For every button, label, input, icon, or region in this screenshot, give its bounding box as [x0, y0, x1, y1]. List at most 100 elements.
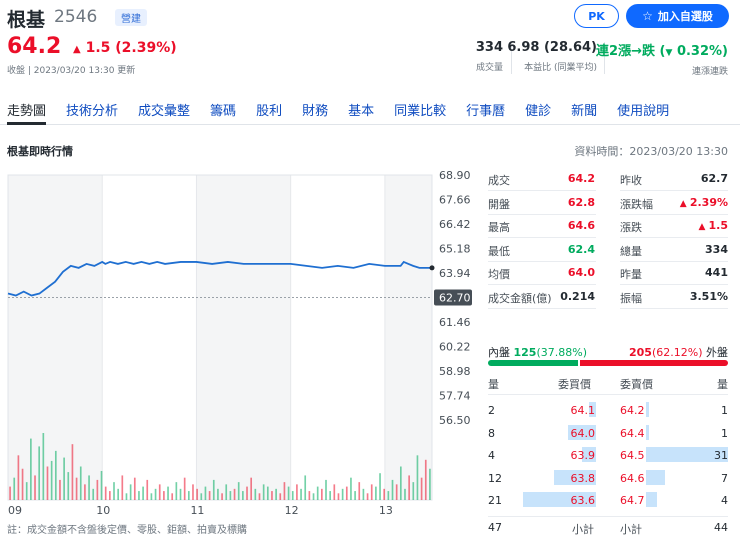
volume-bar: [271, 491, 273, 500]
volume-bar: [221, 493, 223, 500]
inner-volume: 內盤 125(37.88%): [488, 344, 587, 360]
tab-calendar[interactable]: 行事曆: [466, 104, 506, 119]
row-divider: [488, 515, 728, 517]
stat-pe-label: 本益比 (同業平均): [524, 63, 597, 73]
tab-health[interactable]: 健診: [525, 104, 552, 119]
volume-bar: [100, 470, 103, 500]
volume-bar: [412, 482, 415, 500]
stat-streak-label: 連漲連跌: [691, 67, 728, 77]
row-divider: [488, 307, 596, 309]
bid-price: 63.8: [570, 471, 596, 485]
ask-qty: 31: [714, 449, 728, 462]
volume-bar: [59, 479, 61, 500]
inner-value: 125: [513, 346, 537, 359]
tab-dividend[interactable]: 股利: [256, 104, 283, 119]
quote-value: 441: [705, 266, 728, 279]
hour-shading: [384, 175, 432, 500]
volume-bar: [46, 466, 49, 500]
stat-volume: 334 成交量: [476, 40, 503, 73]
ask-price: 64.5: [620, 449, 645, 462]
tab-basic[interactable]: 基本: [348, 104, 375, 119]
tab-news[interactable]: 新聞: [571, 104, 598, 119]
tab-technical[interactable]: 技術分析: [66, 104, 119, 119]
quote-value: 0.214: [560, 289, 595, 303]
volume-bar: [404, 488, 406, 500]
volume-bar: [79, 466, 82, 500]
y-tick-label: 60.22: [439, 341, 471, 354]
current-price: 64.2: [7, 34, 62, 59]
add-watchlist-button[interactable]: ☆ 加入自選股: [626, 4, 729, 28]
volume-bar: [262, 484, 265, 500]
volume-bar: [408, 475, 410, 500]
stat-volume-label: 成交量: [475, 63, 503, 73]
up-arrow-icon: ▲: [679, 198, 690, 209]
volume-bar: [75, 477, 78, 500]
order-header-qty: 量: [488, 378, 499, 391]
volume-bar: [167, 486, 169, 500]
quote-label: 開盤: [488, 197, 510, 211]
bid-volume-bar: [522, 492, 596, 507]
row-divider: [488, 260, 596, 262]
intraday-chart[interactable]: 68.90 67.66 66.42 65.18 63.94 62.70 61.46 60.22…: [0, 165, 480, 540]
volume-bar: [429, 468, 431, 500]
outer-label: 外盤: [706, 346, 728, 359]
reference-price-tag: [434, 289, 472, 306]
ask-qty: 1: [721, 426, 728, 440]
volume-bar: [416, 455, 419, 500]
volume-bar: [333, 484, 336, 500]
volume-bar: [54, 450, 57, 500]
tab-financial[interactable]: 財務: [302, 104, 329, 119]
volume-bar: [30, 438, 32, 500]
bid-volume-bar: [589, 402, 596, 417]
y-tick-label: 66.42: [439, 218, 471, 231]
volume-bar: [296, 484, 298, 500]
y-tick-label: 57.74: [439, 390, 471, 403]
last-price-dot: [429, 265, 435, 271]
footnote: 註：成交金額不含盤後定價、零股、鉅額、拍賣及標購: [7, 525, 247, 536]
volume-bar: [183, 477, 186, 500]
volume-bar: [337, 493, 340, 500]
volume-bar: [266, 486, 269, 500]
tab-trades[interactable]: 成交彙整: [138, 104, 191, 119]
tab-help[interactable]: 使用說明: [617, 104, 670, 119]
quote-value: ▲ 1.5: [698, 219, 728, 232]
row-divider: [488, 237, 596, 238]
divider: [511, 42, 512, 74]
y-tick-label: 68.90: [439, 169, 471, 182]
ask-total: 44: [714, 520, 728, 534]
bid-price: 63.9: [570, 449, 596, 462]
chart-border: [7, 174, 433, 501]
ask-qty: 1: [721, 404, 728, 417]
volume-bar: [163, 491, 165, 500]
volume-bar: [420, 477, 423, 500]
quote-value: 64.0: [567, 266, 595, 279]
outer-value: 205: [629, 346, 652, 359]
quote-label: 昨收: [620, 174, 642, 187]
volume-bar: [391, 479, 394, 500]
volume-bar: [63, 457, 65, 500]
price-line: [7, 260, 432, 297]
market-badge[interactable]: 營建: [115, 9, 147, 26]
tab-trend[interactable]: 走勢圖: [7, 94, 47, 125]
pk-button[interactable]: PK: [574, 4, 619, 28]
volume-bar: [150, 493, 153, 500]
inner-pct: (37.88%): [536, 346, 587, 359]
streak-pct: (▼ 0.32%): [659, 44, 728, 59]
volume-bar: [283, 482, 286, 500]
quote-label: 總量: [620, 244, 642, 258]
tab-peers[interactable]: 同業比較: [394, 104, 447, 119]
stat-volume-value: 334: [475, 40, 503, 55]
tab-chips[interactable]: 籌碼: [210, 104, 237, 119]
bid-volume-bar: [582, 447, 596, 462]
stock-name: 根基: [7, 9, 46, 31]
volume-bar: [117, 488, 119, 500]
volume-bar: [158, 484, 161, 500]
volume-bar: [291, 491, 294, 500]
quote-label: 最低: [488, 244, 510, 258]
bid-total: 47: [488, 520, 502, 534]
stat-pe: 6.98 (28.64) 本益比 (同業平均): [507, 40, 597, 73]
quote-value-text: 1.5: [708, 219, 729, 232]
update-time: 收盤 | 2023/03/20 13:30 更新: [7, 66, 136, 76]
quote-value: 62.8: [567, 195, 595, 209]
volume-bar: [125, 493, 128, 500]
